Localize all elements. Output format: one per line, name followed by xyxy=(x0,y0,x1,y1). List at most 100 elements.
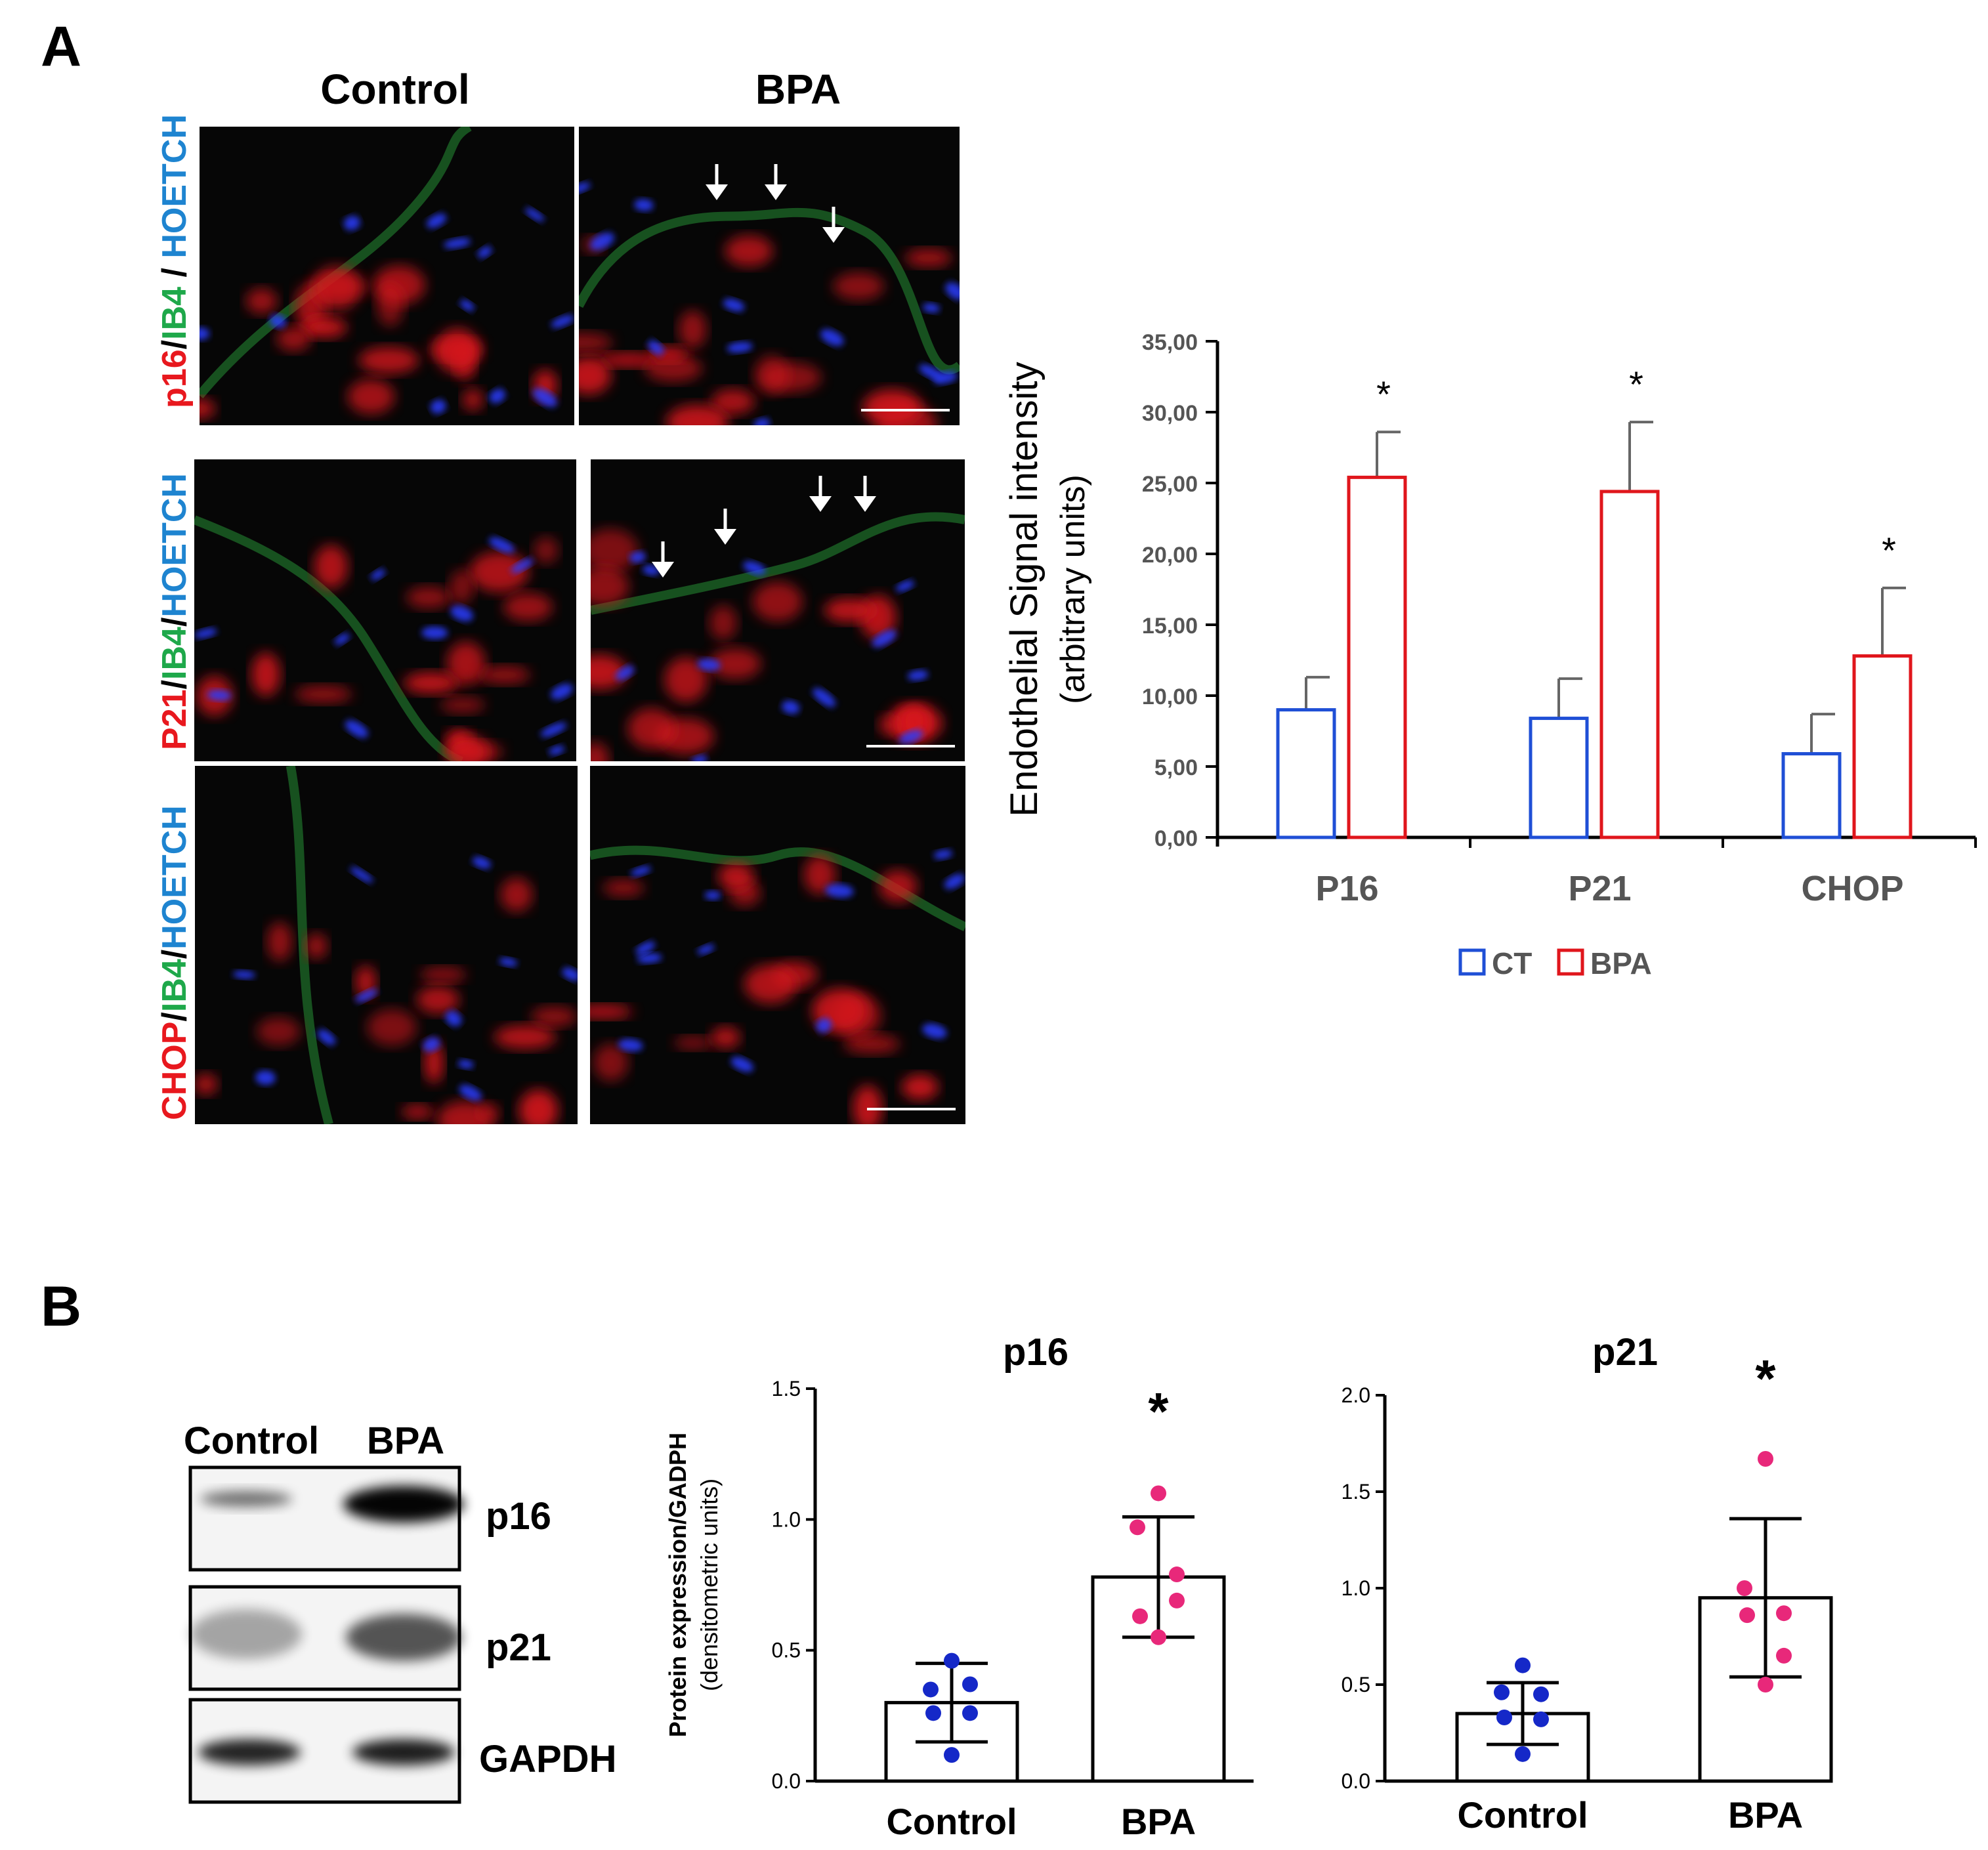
p16-densitometry-chart: 0.0 0.5 1.0 1.5 p16 Control BPA * Protein expres… xyxy=(664,1331,1254,1842)
micrograph-tissue-edge xyxy=(286,766,333,1124)
micrograph-nucleus xyxy=(444,238,471,249)
micrograph-red-signal xyxy=(679,310,707,348)
x-category-label: Control xyxy=(1457,1794,1588,1836)
y-axis-label-text: Endothelial Signal intensity xyxy=(1003,362,1046,816)
data-point-control xyxy=(925,1705,941,1721)
micrograph-nucleus xyxy=(459,1084,482,1101)
bar-bpa-p16 xyxy=(1347,475,1407,839)
arrow-head xyxy=(854,496,876,512)
micrograph-tissue-edge xyxy=(194,515,464,761)
blot-band xyxy=(346,1614,461,1661)
micrograph-nucleus xyxy=(317,1029,336,1045)
panel-a-letter: A xyxy=(41,15,81,78)
row-label-part-1: / xyxy=(156,1012,194,1021)
row-label-part-4: HOETCH xyxy=(156,805,194,950)
micrograph-red-signal xyxy=(245,288,278,314)
micrograph-nucleus xyxy=(370,568,386,580)
micrograph-nucleus xyxy=(895,580,914,592)
micrograph-nucleus xyxy=(922,1023,947,1039)
micrograph-red-signal xyxy=(673,1036,713,1050)
data-point-bpa xyxy=(1739,1607,1755,1624)
micrograph-nucleus xyxy=(345,720,368,738)
x-category-label: Control xyxy=(886,1801,1017,1842)
blot-band xyxy=(343,1486,464,1523)
micrograph-red-signal xyxy=(591,742,609,761)
y-tick-label: 25,00 xyxy=(1142,472,1198,497)
data-point-bpa xyxy=(1737,1580,1752,1596)
micrograph-nucleus xyxy=(825,883,854,898)
micrograph-red-signal xyxy=(901,1074,939,1101)
micrograph-red-signal xyxy=(718,862,755,891)
micrograph-red-signal xyxy=(725,235,773,266)
micrograph-red-signal xyxy=(862,389,922,425)
row-label-part-0: p16 xyxy=(156,349,194,408)
micrograph-red-signal xyxy=(754,355,790,394)
micrograph-red-signal xyxy=(251,652,281,697)
micrograph-red-signal xyxy=(301,316,347,338)
micrograph-red-signal xyxy=(406,586,451,608)
y-tick-label: 2.0 xyxy=(1342,1383,1370,1407)
micrograph-nucleus xyxy=(334,633,350,645)
y-tick-label: 1.5 xyxy=(1342,1480,1370,1503)
legend-label-bpa: BPA xyxy=(1590,946,1652,980)
micrograph-red-signal xyxy=(534,537,559,564)
micrograph-nucleus xyxy=(922,303,940,313)
y-axis-sublabel: (densitometric units) xyxy=(696,1479,723,1691)
micrograph-red-signal xyxy=(591,567,629,606)
row-label-part-2: IB4 xyxy=(156,287,194,340)
data-point-control xyxy=(1515,1657,1531,1673)
micrograph-red-signal xyxy=(709,648,761,679)
bar-ct-p21 xyxy=(1529,717,1589,839)
micrograph-nucleus xyxy=(430,399,446,414)
data-point-control xyxy=(1494,1684,1510,1700)
micrograph-2 xyxy=(194,459,576,761)
micrograph-nucleus xyxy=(629,551,646,563)
significance-star: * xyxy=(1882,530,1896,571)
micrograph-red-signal xyxy=(312,266,361,311)
micrograph-red-signal xyxy=(294,685,352,703)
micrograph-red-signal xyxy=(256,1017,301,1046)
micrograph-red-signal xyxy=(744,965,797,1004)
micrograph-red-signal xyxy=(419,967,467,982)
micrograph-nucleus xyxy=(643,564,660,576)
micrograph-nucleus xyxy=(615,665,635,681)
x-category-label: BPA xyxy=(1728,1794,1803,1836)
micrograph-red-signal xyxy=(347,379,395,414)
micrograph-nucleus xyxy=(618,1038,643,1052)
scale-bar xyxy=(866,745,955,747)
blot-band xyxy=(200,1491,292,1507)
micrograph-red-signal xyxy=(853,1085,883,1124)
row-label-part-2: IB4 xyxy=(156,627,194,680)
micrograph-nucleus xyxy=(350,866,373,883)
y-tick-label: 10,00 xyxy=(1142,684,1198,709)
data-point-control xyxy=(1496,1709,1512,1725)
p21-densitometry-chart: 0.0 0.5 1.0 1.5 2.0 p21 Control BPA * xyxy=(1342,1331,1833,1836)
scale-bar xyxy=(867,1108,956,1110)
x-category-label: P21 xyxy=(1568,869,1631,908)
data-point-bpa xyxy=(1758,1451,1773,1467)
micrograph-nucleus xyxy=(899,730,923,744)
micrograph-5 xyxy=(590,766,965,1124)
micrograph-red-signal xyxy=(803,855,836,894)
micrograph-nucleus xyxy=(933,849,953,860)
micrograph-content xyxy=(200,127,574,419)
micrograph-red-signal xyxy=(500,877,533,912)
micrograph-background xyxy=(195,766,578,1124)
blot-col-label-bpa: BPA xyxy=(367,1419,444,1462)
micrograph-red-signal xyxy=(450,570,474,604)
y-tick-label: 30,00 xyxy=(1142,401,1198,426)
micrograph-header-bpa: BPA xyxy=(755,66,841,113)
micrograph-nucleus xyxy=(730,1057,753,1072)
x-category-label: P16 xyxy=(1315,869,1378,908)
micrograph-red-signal xyxy=(591,654,627,690)
micrograph-nucleus xyxy=(782,700,800,715)
micrograph-nucleus xyxy=(813,688,836,707)
y-tick-label: 35,00 xyxy=(1142,330,1198,355)
y-axis-label: Protein expression/GADPH xyxy=(664,1433,691,1737)
micrograph-red-signal xyxy=(603,879,645,897)
micrograph-row-label-chop: CHOP/IB4/HOETCH xyxy=(156,805,194,1120)
micrograph-nucleus xyxy=(488,537,515,553)
micrograph-red-signal xyxy=(833,272,884,301)
micrograph-tissue-edge xyxy=(579,207,960,375)
